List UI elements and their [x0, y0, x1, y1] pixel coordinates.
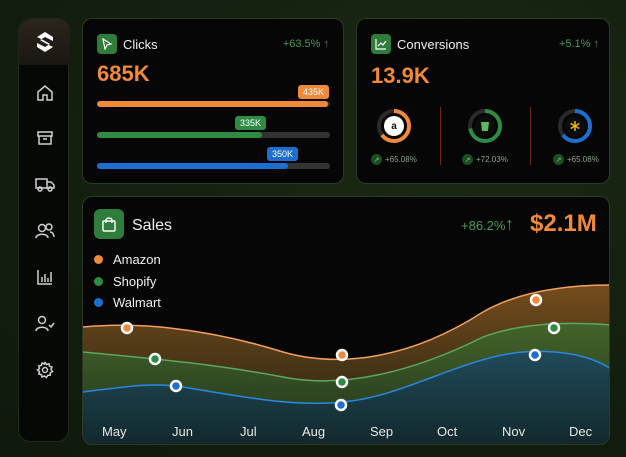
legend-label: Amazon [113, 252, 161, 267]
sales-total: $2.1M [530, 210, 597, 237]
clicks-bar-1 [97, 101, 330, 107]
month-label: Jun [172, 424, 193, 439]
walmart-point [528, 348, 542, 362]
month-label: Oct [437, 424, 458, 439]
shopify-point [148, 352, 162, 366]
month-label: Jul [240, 424, 257, 439]
archive-icon[interactable] [33, 126, 56, 149]
users-icon[interactable] [33, 219, 56, 242]
sales-title: Sales [132, 217, 173, 234]
cursor-icon [97, 34, 117, 54]
amazon-line [83, 284, 609, 361]
legend-dot [94, 277, 103, 286]
clicks-delta: +63.5% ↑ [282, 38, 329, 50]
month-label: Nov [502, 424, 526, 439]
amazon-percent-value: +65.08% [385, 155, 417, 164]
sales-card: Sales +86.2% ↑ $2.1M Amazon Shopify Walm… [82, 196, 610, 445]
legend-walmart[interactable]: Walmart [94, 295, 161, 310]
amazon-percent: ↗ +65.08% [371, 154, 417, 165]
month-label: May [102, 424, 127, 439]
month-label: Aug [302, 424, 326, 439]
amazon-ring[interactable]: a [375, 107, 413, 145]
conversions-title: Conversions [397, 37, 470, 52]
legend-amazon[interactable]: Amazon [94, 252, 161, 267]
shopify-point [547, 321, 561, 335]
user-check-icon[interactable] [33, 312, 56, 335]
clicks-bar-2-fill [97, 132, 263, 138]
conversions-card: Conversions +5.1% ↑ 13.9K a ↗ +65.08% ↗ … [356, 18, 610, 184]
clicks-title: Clicks [123, 37, 158, 52]
amazon-point [120, 321, 134, 335]
shopify-point [335, 375, 349, 389]
logo-icon [36, 32, 53, 52]
amazon-point [529, 293, 543, 307]
shopify-percent-value: +72.03% [476, 155, 508, 164]
legend-dot [94, 255, 103, 264]
legend-dot [94, 298, 103, 307]
conversions-total: 13.9K [371, 63, 430, 88]
walmart-icon [570, 121, 580, 131]
arrow-up-icon: ↗ [371, 154, 382, 165]
clicks-bar-2-tag: 335K [235, 116, 267, 130]
shopify-line [83, 322, 609, 382]
walmart-ring[interactable] [556, 107, 594, 145]
legend-label: Shopify [113, 274, 157, 289]
conversions-delta: +5.1% ↑ [558, 38, 599, 50]
clicks-card: Clicks +63.5% ↑ 685K 435K 335K 350K [82, 18, 344, 184]
clicks-bar-1-fill [97, 101, 328, 107]
month-label: Dec [569, 424, 593, 439]
month-label: Sep [370, 424, 394, 439]
walmart-percent: ↗ +65.08% [553, 154, 599, 165]
arrow-up-icon: ↗ [462, 154, 473, 165]
clicks-bar-3-tag: 350K [267, 147, 299, 161]
divider [530, 107, 531, 165]
app-logo[interactable] [19, 19, 70, 65]
divider [440, 107, 441, 165]
walmart-percent-value: +65.08% [567, 155, 599, 164]
shopify-icon [481, 122, 489, 131]
amazon-icon: a [391, 121, 397, 132]
trend-chart-icon [371, 34, 391, 54]
clicks-bar-3-fill [97, 163, 289, 169]
settings-icon[interactable] [33, 358, 56, 381]
shopping-bag-icon [94, 209, 124, 239]
amazon-point [335, 348, 349, 362]
clicks-total: 685K [97, 61, 150, 86]
arrow-up-icon: ↑ [505, 214, 514, 234]
arrow-up-icon: ↗ [553, 154, 564, 165]
legend-shopify[interactable]: Shopify [94, 274, 156, 289]
truck-icon[interactable] [33, 172, 56, 195]
clicks-bar-3 [97, 163, 330, 169]
home-icon[interactable] [33, 81, 56, 104]
shopify-ring[interactable] [466, 107, 504, 145]
walmart-area [83, 351, 609, 444]
bar-chart-icon[interactable] [33, 265, 56, 288]
legend-label: Walmart [113, 295, 161, 310]
shopify-percent: ↗ +72.03% [462, 154, 508, 165]
walmart-point [334, 398, 348, 412]
sidebar [18, 18, 70, 442]
sales-chart [83, 284, 609, 444]
walmart-point [169, 379, 183, 393]
clicks-bar-1-tag: 435K [298, 85, 330, 99]
sales-delta: +86.2% [461, 218, 506, 233]
clicks-bar-2 [97, 132, 330, 138]
